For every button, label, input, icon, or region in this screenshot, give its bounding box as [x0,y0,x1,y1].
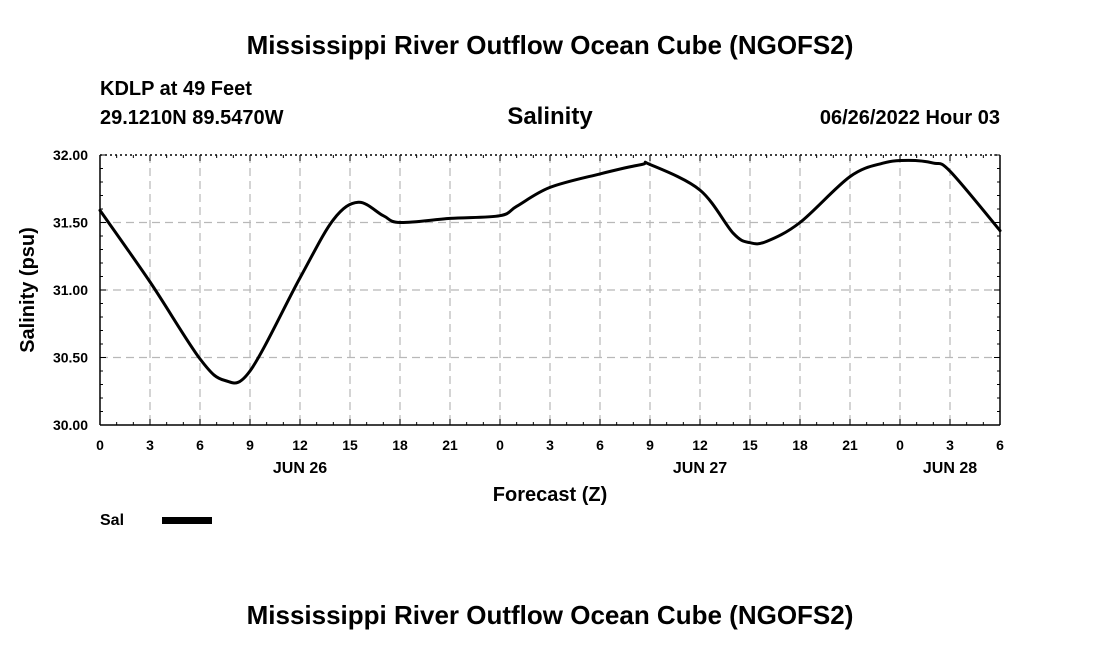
x-axis-label: Forecast (Z) [493,484,607,506]
location-label: 29.1210N 89.5470W [100,107,284,129]
x-tick-label: 6 [996,437,1004,453]
x-tick-label: 3 [946,437,954,453]
date-label: JUN 26 [273,460,327,477]
series-line-salinity [98,158,1002,385]
chart-title: Mississippi River Outflow Ocean Cube (NG… [247,30,854,60]
x-tick-label: 9 [246,437,254,453]
x-tick-label: 9 [646,437,654,453]
chart-subtitle: Salinity [507,103,593,130]
x-tick-label: 15 [742,437,758,453]
footer-title: Mississippi River Outflow Ocean Cube (NG… [247,600,854,630]
y-tick-label: 30.50 [53,350,88,366]
y-tick-label: 31.00 [53,282,88,298]
y-axis-label: Salinity (psu) [17,227,39,353]
x-tick-label: 12 [692,437,708,453]
station-label: KDLP at 49 Feet [100,78,252,100]
plot-area: 0 3 6 9 12 15 18 21 0 3 6 9 12 15 18 21 0 3 6 30.00 30.50 31.… [53,147,1004,477]
x-tick-label: 3 [146,437,154,453]
y-tick-label: 30.00 [53,417,88,433]
x-tick-label: 3 [546,437,554,453]
x-tick-label: 0 [496,437,504,453]
y-tick-label: 31.50 [53,215,88,231]
x-tick-label: 12 [292,437,308,453]
x-tick-label: 0 [96,437,104,453]
x-tick-label: 21 [442,437,458,453]
x-tick-label: 15 [342,437,358,453]
x-tick-label: 6 [596,437,604,453]
date-label: JUN 28 [923,460,977,477]
x-tick-label: 18 [792,437,808,453]
x-tick-label: 6 [196,437,204,453]
y-tick-label: 32.00 [53,147,88,163]
x-tick-label: 18 [392,437,408,453]
x-tick-label: 21 [842,437,858,453]
date-label: JUN 27 [673,460,727,477]
legend-label: Sal [100,512,124,529]
legend-swatch [162,517,212,524]
run-time-label: 06/26/2022 Hour 03 [820,107,1000,129]
x-tick-label: 0 [896,437,904,453]
